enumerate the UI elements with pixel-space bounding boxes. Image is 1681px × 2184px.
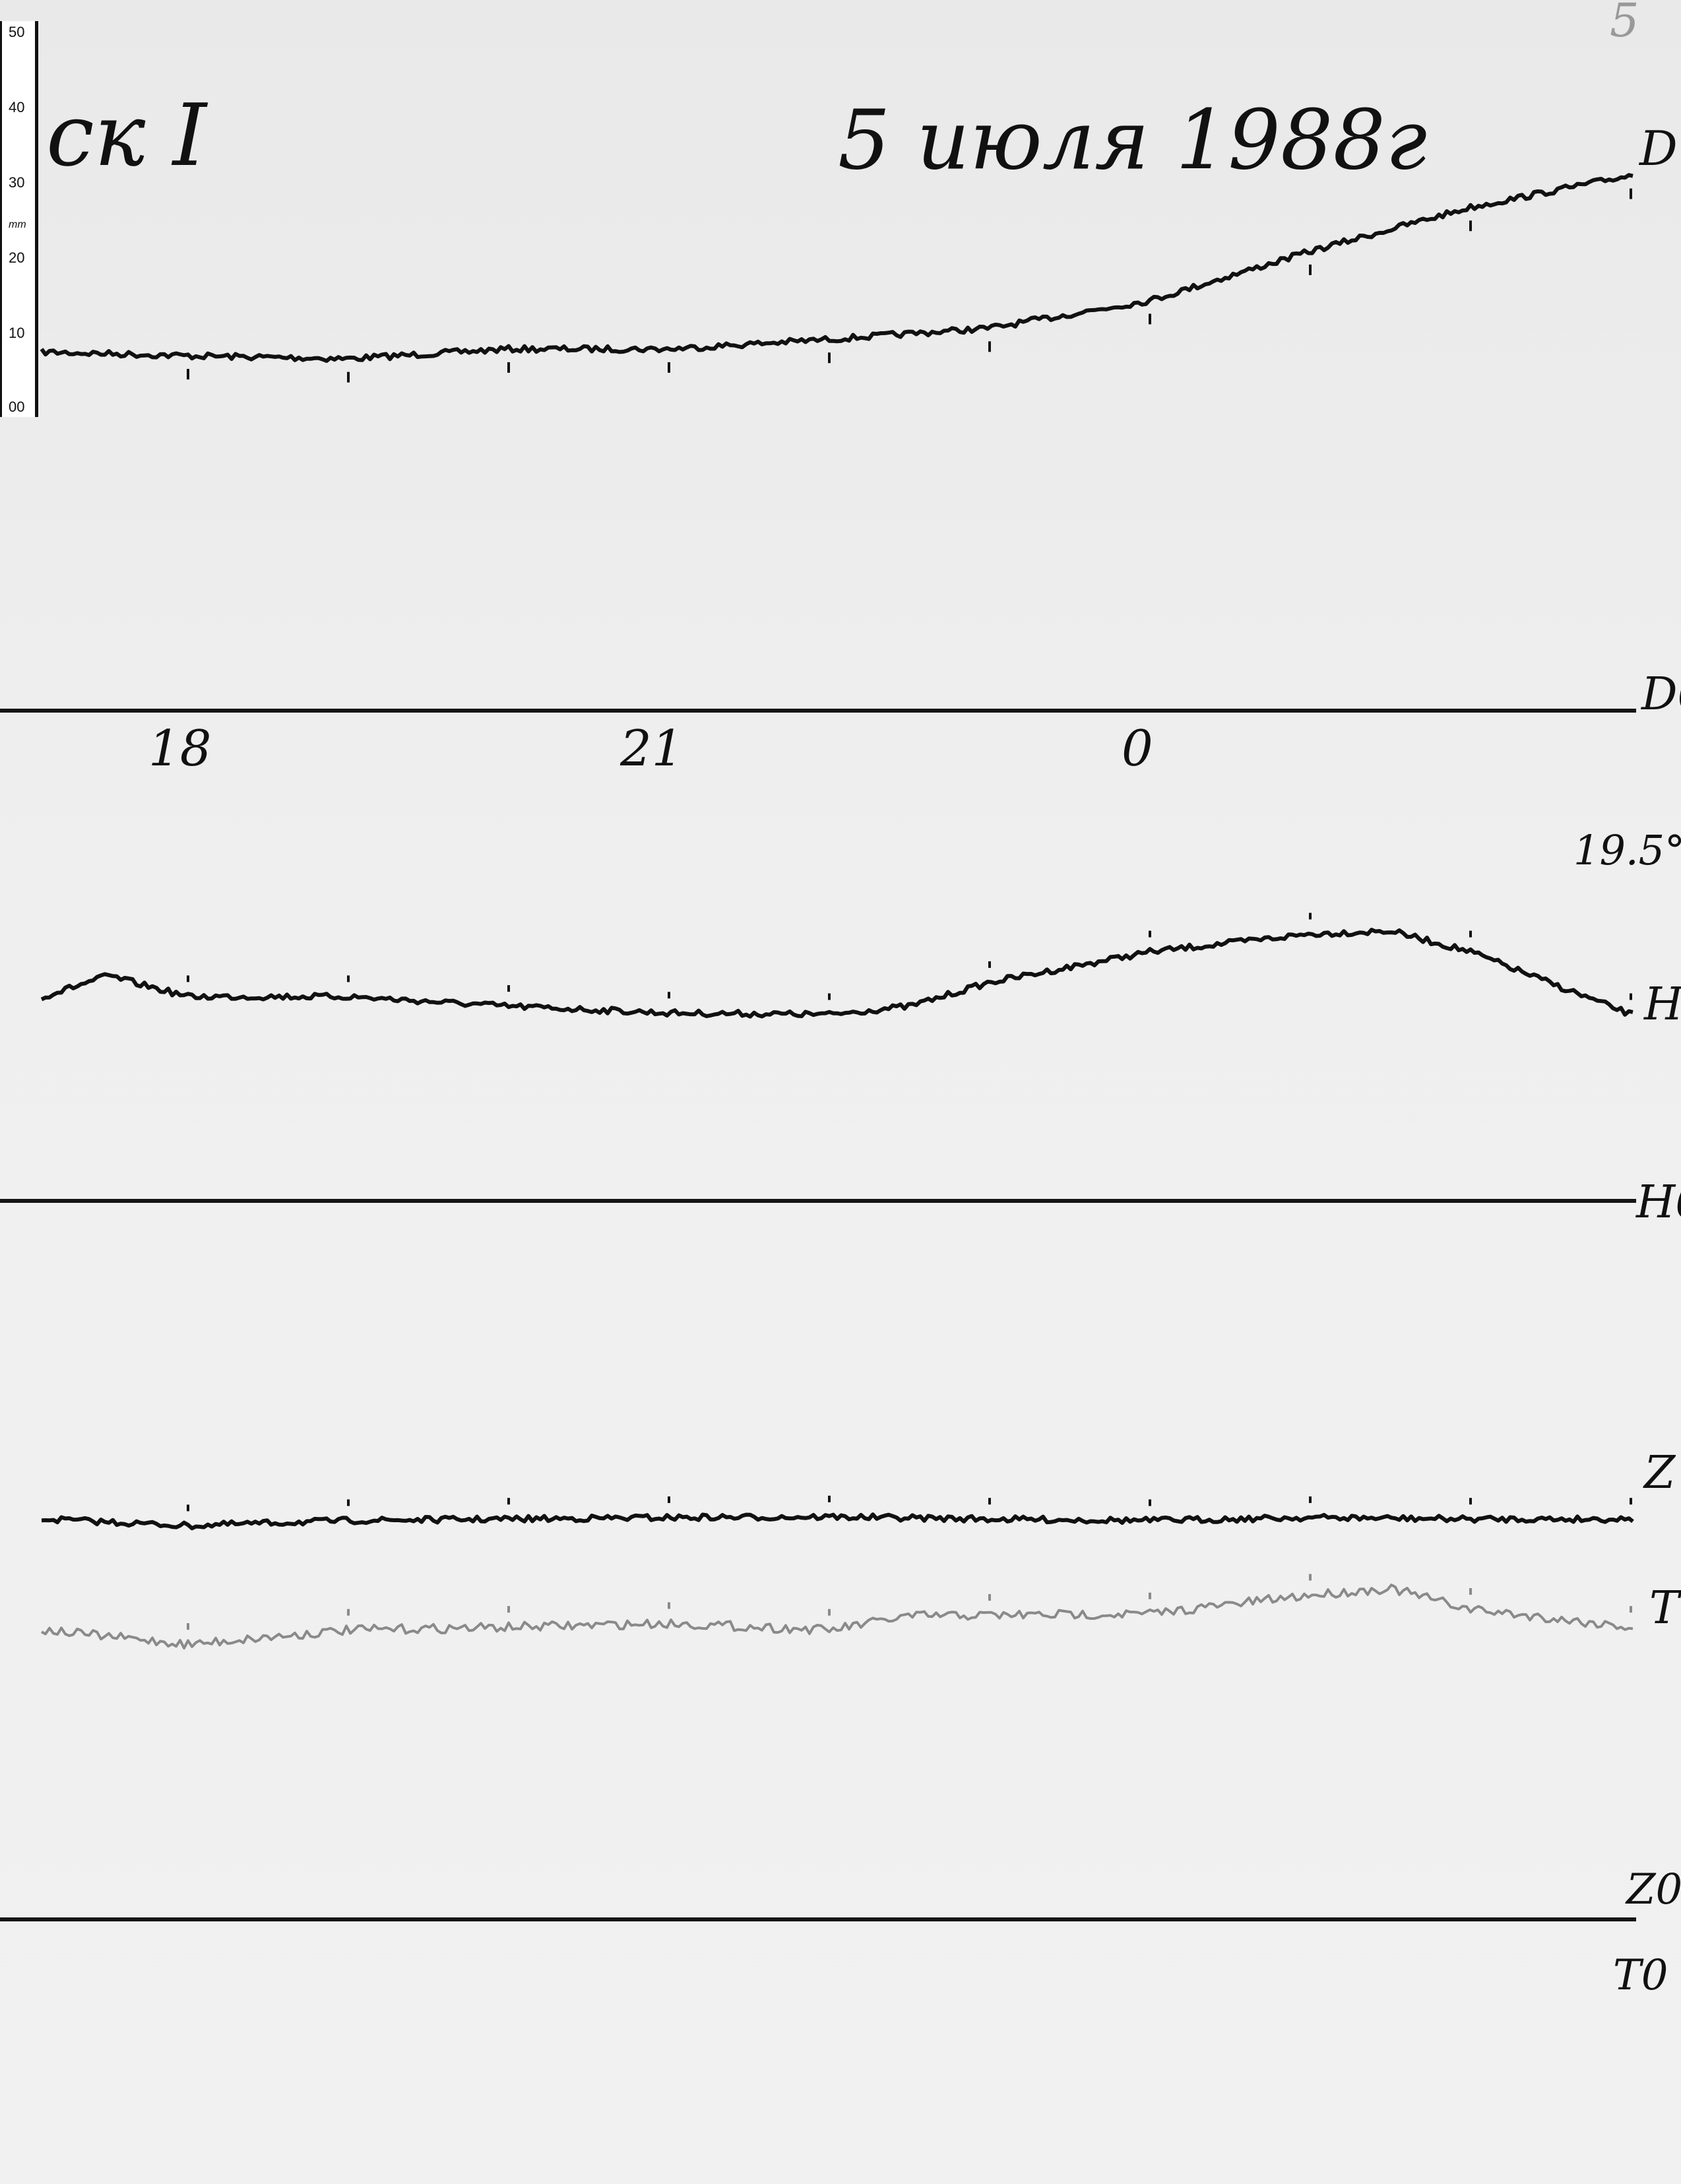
ruler-label: 20 — [9, 249, 25, 266]
ruler-label: 50 — [9, 24, 25, 40]
series-label-D: D — [1638, 121, 1678, 176]
ruler-unit: mm — [9, 219, 26, 230]
page-number: 5 — [1610, 0, 1639, 48]
ruler-label: 30 — [9, 174, 25, 191]
baseline-label-T0: T0 — [1613, 1951, 1668, 2000]
mm-scale-ruler: 50 40 30 mm 20 10 00 — [0, 21, 38, 417]
station-label: ск I — [46, 85, 208, 185]
ruler-label: 10 — [9, 325, 25, 341]
x-tick-label: 18 — [148, 719, 211, 777]
baseline-label-Z0: Z0 — [1625, 1865, 1681, 1914]
series-label-H: H — [1643, 979, 1681, 1031]
series-label-Z: Z — [1643, 1447, 1676, 1499]
trace-D — [40, 173, 1633, 363]
series-label-T: T — [1649, 1582, 1681, 1634]
x-tick-label: 21 — [619, 719, 683, 777]
trace-T — [41, 1584, 1633, 1650]
x-tick-label: 0 — [1122, 719, 1153, 777]
ruler-label: 00 — [9, 399, 25, 415]
trace-Z — [41, 1512, 1634, 1531]
ruler-label: 40 — [9, 99, 25, 115]
baseline-label-D0: D0 — [1640, 668, 1681, 721]
temperature-label: 19.5°C — [1573, 826, 1681, 874]
trace-H — [40, 928, 1633, 1019]
date-label: 5 июля 1988г — [838, 92, 1427, 188]
baseline-label-H0: H0 — [1635, 1176, 1681, 1229]
